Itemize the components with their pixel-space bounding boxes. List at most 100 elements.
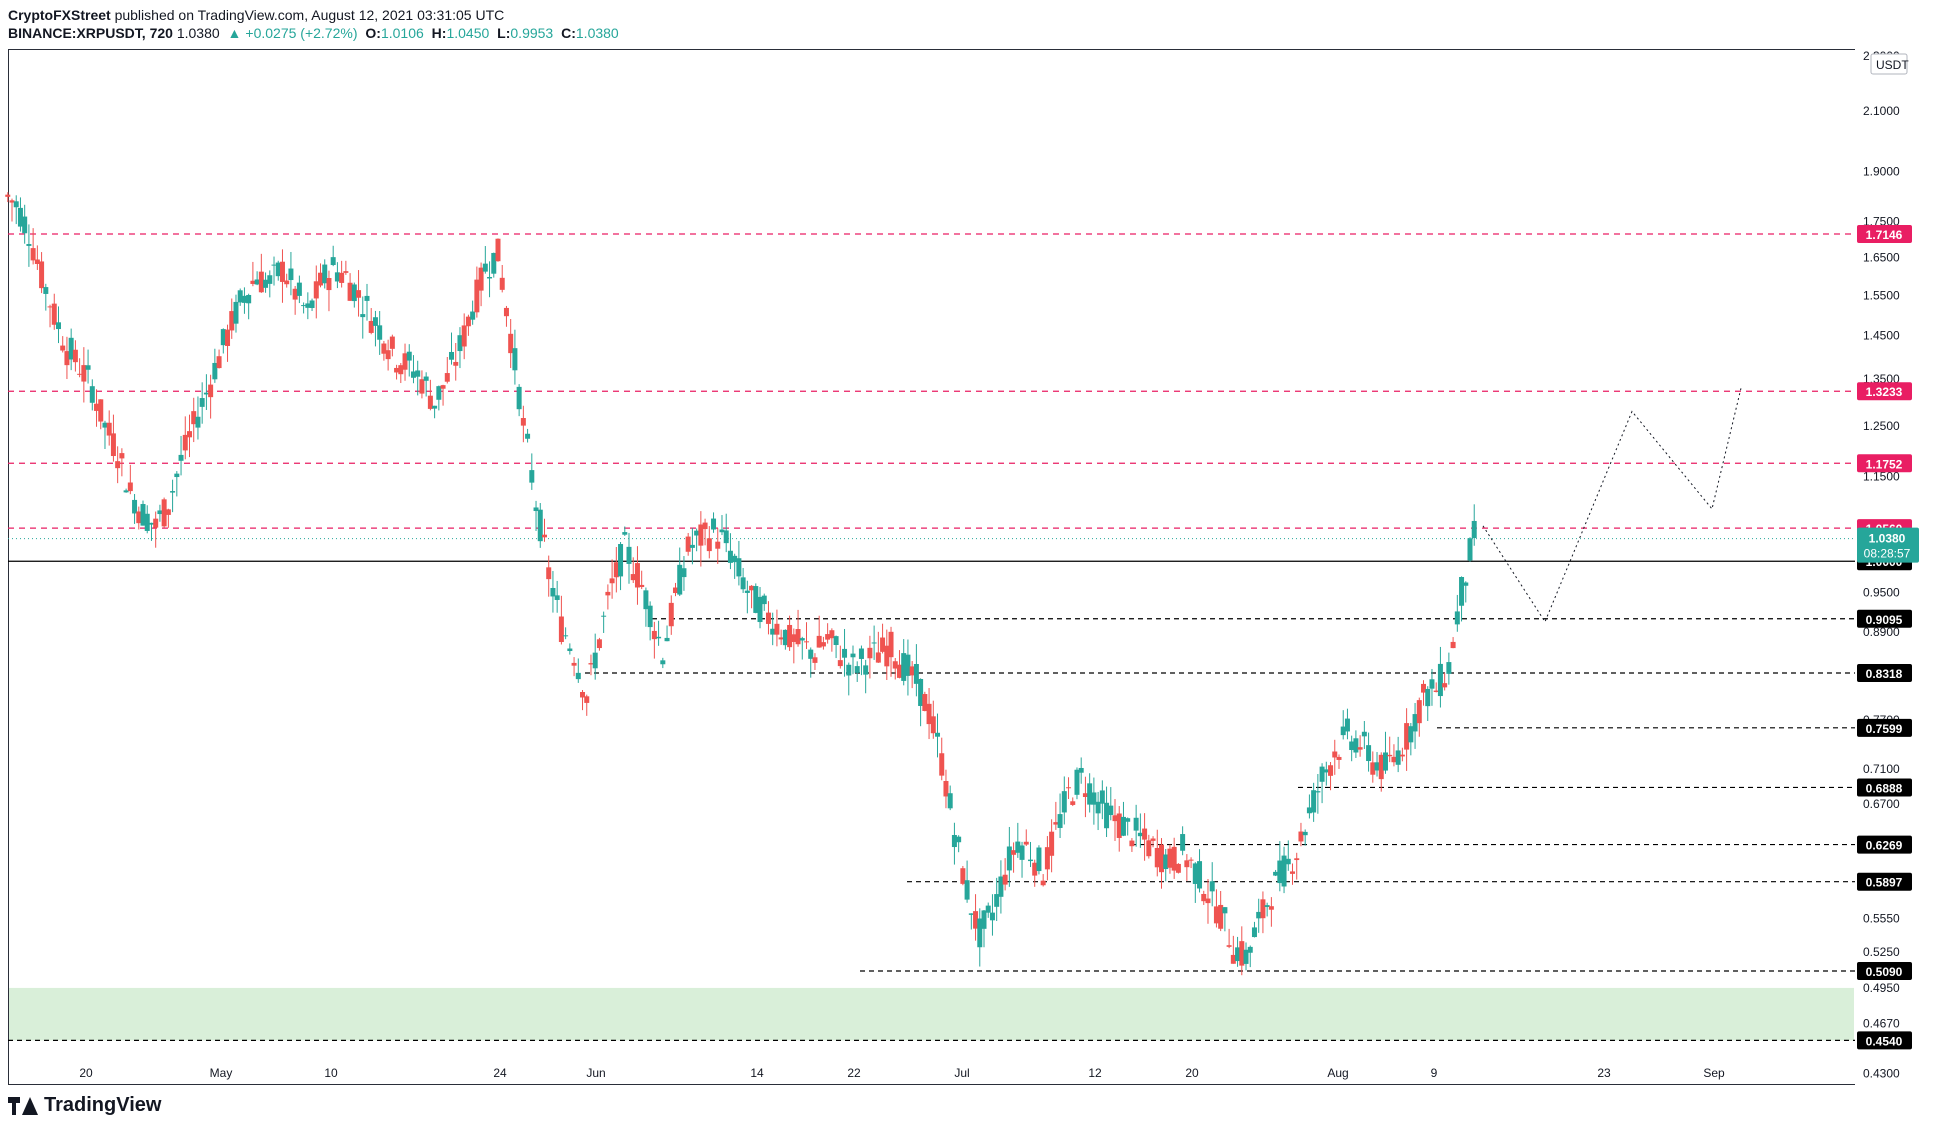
candle-body (884, 645, 890, 667)
support-label-box (1857, 778, 1912, 797)
candle-body (482, 263, 488, 272)
candle-body (94, 403, 100, 411)
candle-body (60, 345, 66, 351)
candle-body (170, 491, 176, 493)
candle-body (81, 365, 87, 382)
candle-body (1294, 858, 1300, 861)
countdown-label: 08:28:57 (1864, 547, 1911, 561)
candle-body (639, 584, 645, 588)
candle-body (994, 894, 1000, 907)
candle-body (1277, 860, 1283, 884)
y-tick-label: 0.4950 (1863, 981, 1900, 995)
candle-body (541, 534, 547, 538)
candle-body (1404, 723, 1410, 750)
support-label: 0.5897 (1866, 876, 1903, 890)
candle-body (1091, 792, 1097, 805)
candle-body (968, 913, 974, 915)
candle-body (694, 530, 700, 536)
candle-body (740, 577, 746, 590)
candle-body (1197, 861, 1203, 889)
candle-body (334, 272, 340, 282)
candle-body (250, 280, 256, 284)
candle-body (377, 325, 383, 340)
candle-body (727, 550, 733, 563)
candle-body (263, 279, 269, 288)
resistance-label-box (1857, 225, 1912, 244)
candle-body (301, 305, 307, 307)
candle-body (1336, 756, 1342, 760)
candle-body (1408, 726, 1414, 743)
candle-body (596, 639, 602, 649)
support-label: 0.4540 (1866, 1034, 1903, 1048)
y-tick-label: 1.5500 (1863, 288, 1900, 302)
candle-body (39, 261, 45, 289)
candle-body (909, 666, 915, 676)
x-tick-label: Jul (954, 1066, 969, 1080)
candle-body (804, 641, 810, 643)
candle-body (1311, 790, 1317, 813)
y-tick-label: 1.1500 (1863, 469, 1900, 483)
candle-body (875, 652, 881, 663)
candle-body (153, 518, 159, 528)
candle-body (685, 536, 691, 552)
candle-body (918, 678, 924, 706)
candle-body (613, 562, 619, 578)
candle-body (892, 661, 898, 669)
candle-body (436, 386, 442, 400)
candle-body (1011, 850, 1017, 855)
candle-body (575, 672, 581, 680)
candle-body (770, 628, 776, 635)
candle-body (1285, 858, 1291, 865)
author-name[interactable]: CryptoFXStreet (8, 7, 111, 23)
candle-body (1006, 846, 1012, 871)
candle-body (985, 905, 991, 913)
chart-header: CryptoFXStreet published on TradingView.… (8, 6, 623, 42)
candle-body (854, 666, 860, 673)
candle-body (622, 532, 628, 535)
candle-body (1036, 847, 1042, 872)
candle-body (799, 638, 805, 641)
candle-body (1268, 906, 1274, 910)
candle-body (668, 602, 674, 627)
tradingview-logo[interactable]: TradingView (8, 1094, 161, 1117)
candle-body (1230, 954, 1236, 964)
candle-body (182, 434, 188, 451)
candle-body (520, 418, 526, 426)
candle-body (410, 371, 416, 378)
candle-body (394, 367, 400, 373)
candle-body (427, 395, 433, 409)
candle-body (1471, 520, 1477, 539)
support-label: 0.7599 (1866, 722, 1903, 736)
y-tick-label: 1.9000 (1863, 165, 1900, 179)
x-tick-label: 9 (1431, 1066, 1438, 1080)
candle-body (1108, 805, 1114, 816)
candle-body (584, 696, 590, 703)
low-label: L: (497, 25, 511, 41)
candle-body (1205, 898, 1211, 904)
y-tick-label: 2.1000 (1863, 104, 1900, 118)
candle-body (1061, 791, 1067, 813)
candle-body (778, 637, 784, 640)
candle-body (1290, 871, 1296, 874)
candle-body (1133, 817, 1139, 831)
candle-body (634, 563, 640, 588)
candle-body (478, 267, 484, 291)
candle-body (1188, 859, 1194, 861)
candle-body (1235, 947, 1241, 962)
resistance-label: 1.3233 (1866, 385, 1903, 399)
candle-body (144, 513, 150, 531)
candle-body (863, 665, 869, 675)
close-value: 1.0380 (575, 25, 619, 41)
candle-body (237, 290, 243, 303)
resistance-label-box (1857, 382, 1912, 401)
candle-body (880, 637, 886, 652)
candle-body (1078, 767, 1084, 773)
support-label: 0.8318 (1866, 667, 1903, 681)
candle-body (1180, 834, 1186, 851)
candle-body (1049, 831, 1055, 856)
symbol-line: BINANCE:XRPUSDT, 720 1.0380 ▲ +0.0275 (+2… (8, 24, 623, 42)
candle-body (309, 300, 315, 309)
y-tick-label: 0.5550 (1863, 911, 1900, 925)
candle-body (495, 238, 501, 262)
